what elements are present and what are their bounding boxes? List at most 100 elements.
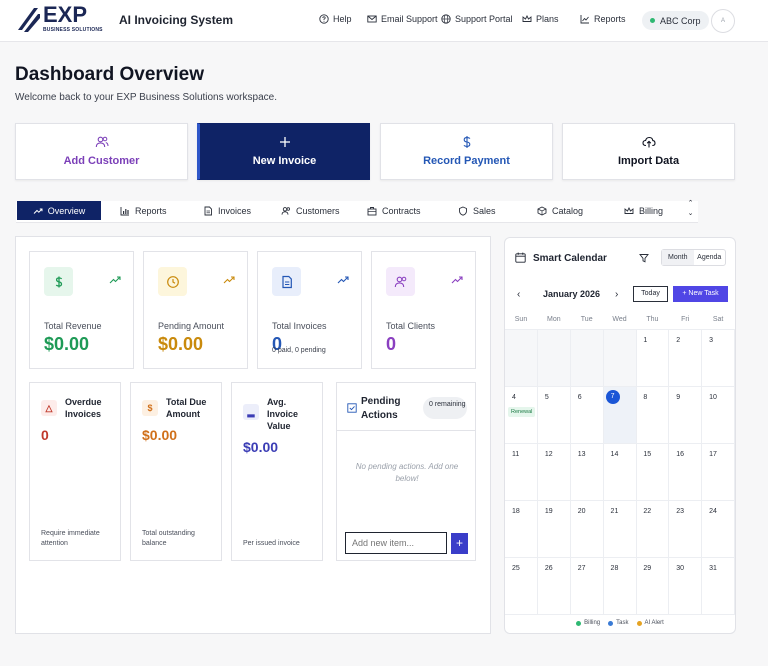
calendar-day-7[interactable]: 7 xyxy=(603,387,637,444)
calendar-day-12[interactable]: 12 xyxy=(537,444,571,501)
calendar-day-22[interactable]: 22 xyxy=(636,501,670,558)
reports-link[interactable]: Reports xyxy=(580,14,626,24)
calendar-day-11[interactable]: 11 xyxy=(505,444,538,501)
import-data-label: Import Data xyxy=(617,155,680,167)
calendar-day-1[interactable]: 1 xyxy=(636,330,670,387)
tabs-scroll-control[interactable]: ⌃ ⌄ xyxy=(684,199,697,223)
tab-billing[interactable]: Billing xyxy=(624,201,663,220)
weekday-header: Thu xyxy=(646,316,659,323)
day-number: 29 xyxy=(643,565,652,572)
mini-footer: Per issued invoice xyxy=(243,540,300,547)
next-month-button[interactable]: › xyxy=(615,289,619,300)
calendar-day-24[interactable]: 24 xyxy=(702,501,736,558)
plus-icon xyxy=(279,137,290,147)
tab-customers[interactable]: Customers xyxy=(281,201,340,220)
calendar-day-18[interactable]: 18 xyxy=(505,501,538,558)
avg-invoice-value-card[interactable]: ▂ Avg. Invoice Value $0.00 Per issued in… xyxy=(231,382,323,561)
tab-sales[interactable]: Sales xyxy=(458,201,496,220)
cloud-upload-icon xyxy=(641,136,656,148)
new-task-button[interactable]: + New Task xyxy=(673,286,728,302)
support-portal-link[interactable]: Support Portal xyxy=(441,14,513,24)
calendar-day-26[interactable]: 26 xyxy=(537,558,571,615)
view-month-button[interactable]: Month xyxy=(662,250,694,265)
support-portal-link-label: Support Portal xyxy=(455,14,513,24)
tab-overview[interactable]: Overview xyxy=(17,201,101,220)
calendar-day-17[interactable]: 17 xyxy=(702,444,736,501)
org-status-dot xyxy=(650,18,655,23)
stat-title: Total Invoices xyxy=(272,321,327,331)
page-subtitle: Welcome back to your EXP Business Soluti… xyxy=(15,92,277,103)
today-button[interactable]: Today xyxy=(633,286,668,302)
calendar-event[interactable]: Renewal xyxy=(508,407,536,417)
tab-reports[interactable]: Reports xyxy=(120,201,167,220)
reports-link-label: Reports xyxy=(594,14,626,24)
day-number: 9 xyxy=(676,394,681,401)
legend-ai-alert: AI Alert xyxy=(636,620,664,626)
calendar-day-21[interactable]: 21 xyxy=(603,501,637,558)
calendar-icon xyxy=(515,252,526,263)
total-revenue-card[interactable]: Total Revenue $0.00 xyxy=(29,251,134,369)
calendar-day-13[interactable]: 13 xyxy=(570,444,604,501)
tab-catalog[interactable]: Catalog xyxy=(537,201,583,220)
calendar-day-31[interactable]: 31 xyxy=(702,558,736,615)
tab-sales-label: Sales xyxy=(473,205,496,216)
stat-value: $0.00 xyxy=(44,334,90,354)
calendar-day-8[interactable]: 8 xyxy=(636,387,670,444)
chevron-down-icon[interactable]: ⌄ xyxy=(687,210,694,217)
calendar-day-2[interactable]: 2 xyxy=(669,330,703,387)
day-number: 27 xyxy=(577,565,586,572)
calendar-day-6[interactable]: 6 xyxy=(570,387,604,444)
calendar-day-19[interactable]: 19 xyxy=(537,501,571,558)
bar-chart-icon: ▂ xyxy=(243,404,259,420)
warning-icon: △ xyxy=(41,400,57,416)
calendar-day-15[interactable]: 15 xyxy=(636,444,670,501)
prev-month-button[interactable]: ‹ xyxy=(517,289,521,300)
calendar-day-3[interactable]: 3 xyxy=(702,330,736,387)
calendar-day-28[interactable]: 28 xyxy=(603,558,637,615)
record-payment-button[interactable]: Record Payment xyxy=(380,123,553,180)
logo-text[interactable]: EXP xyxy=(43,2,88,27)
new-invoice-button[interactable]: New Invoice xyxy=(197,123,370,180)
total-clients-card[interactable]: Total Clients 0 xyxy=(371,251,476,369)
calendar-day-20[interactable]: 20 xyxy=(570,501,604,558)
total-invoices-card[interactable]: Total Invoices 0 0 paid, 0 pending xyxy=(257,251,362,369)
calendar-day-27[interactable]: 27 xyxy=(570,558,604,615)
day-number: 17 xyxy=(709,451,717,458)
pending-count-badge: 0 remaining xyxy=(423,397,467,419)
calendar-day-4[interactable]: 4 Renewal xyxy=(505,387,538,444)
tab-contracts[interactable]: Contracts xyxy=(367,201,421,220)
chevron-up-icon[interactable]: ⌃ xyxy=(687,200,694,207)
calendar-day-9[interactable]: 9 xyxy=(669,387,703,444)
view-agenda-button[interactable]: Agenda xyxy=(697,254,722,261)
calendar-day-30[interactable]: 30 xyxy=(669,558,703,615)
import-data-button[interactable]: Import Data xyxy=(562,123,735,180)
help-link[interactable]: Help xyxy=(319,14,352,24)
plans-link[interactable]: Plans xyxy=(522,14,559,24)
email-support-link-label: Email Support xyxy=(381,14,438,24)
tab-contracts-label: Contracts xyxy=(382,205,421,216)
mini-title: Total Due Amount xyxy=(166,397,207,419)
calendar-day-16[interactable]: 16 xyxy=(669,444,703,501)
tab-invoices[interactable]: Invoices xyxy=(203,201,251,220)
org-selector[interactable]: ABC Corp xyxy=(642,11,709,30)
calendar-day-10[interactable]: 10 xyxy=(702,387,736,444)
calendar-title: Smart Calendar xyxy=(533,253,607,264)
calendar-day-23[interactable]: 23 xyxy=(669,501,703,558)
avatar[interactable]: A xyxy=(711,9,735,33)
filter-icon[interactable] xyxy=(639,253,649,263)
pending-amount-card[interactable]: Pending Amount $0.00 xyxy=(143,251,248,369)
calendar-day-14[interactable]: 14 xyxy=(603,444,637,501)
day-number: 4 xyxy=(512,394,516,401)
add-item-input[interactable] xyxy=(345,532,447,554)
add-customer-button[interactable]: Add Customer xyxy=(15,123,188,180)
add-item-button[interactable]: + xyxy=(451,533,468,554)
calendar-day-29[interactable]: 29 xyxy=(636,558,670,615)
users-icon xyxy=(281,206,290,215)
total-due-amount-card[interactable]: $ Total Due Amount $0.00 Total outstandi… xyxy=(130,382,222,561)
email-support-link[interactable]: Email Support xyxy=(367,14,438,24)
calendar-day-5[interactable]: 5 xyxy=(537,387,571,444)
day-number: 18 xyxy=(512,508,520,515)
calendar-day-25[interactable]: 25 xyxy=(505,558,538,615)
overdue-invoices-card[interactable]: △ Overdue Invoices 0 Require immediate a… xyxy=(29,382,121,561)
day-number: 13 xyxy=(577,451,586,458)
